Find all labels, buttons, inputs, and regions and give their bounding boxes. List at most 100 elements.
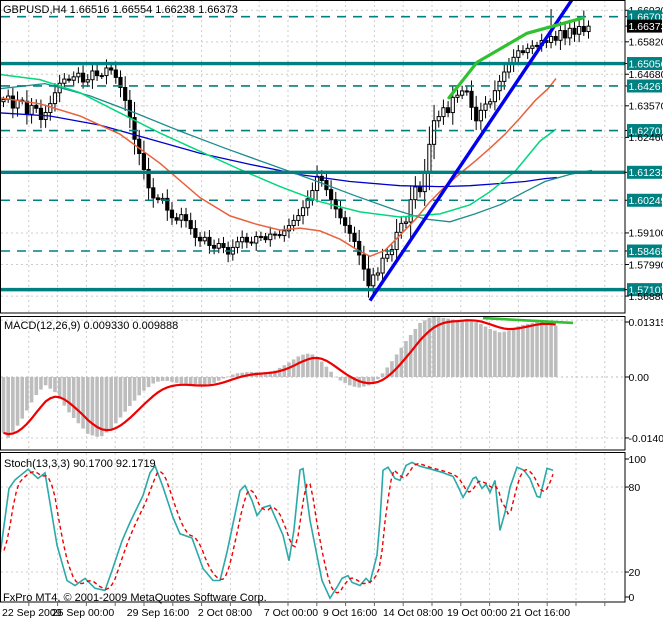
- candle-body: [263, 236, 268, 241]
- time-axis-label[interactable]: 14 Oct 08:00: [383, 607, 443, 619]
- price-axis-label[interactable]: 1.62701: [629, 125, 663, 137]
- price-axis[interactable]: 1.669301.667031.663731.658201.650561.646…: [625, 5, 663, 604]
- candle-body: [338, 208, 343, 219]
- time-axis-label[interactable]: 7 Oct 00:00: [264, 607, 318, 619]
- time-axis-label[interactable]: 19 Oct 00:00: [447, 607, 507, 619]
- candle-body: [483, 103, 488, 111]
- candle-body: [296, 215, 301, 221]
- macd-indicator-label: MACD(12,26,9) 0.009330 0.009888: [4, 320, 178, 332]
- candle-body: [80, 72, 86, 83]
- candle-body: [441, 107, 446, 118]
- candle-body: [474, 106, 479, 122]
- stoch-axis-label[interactable]: 0: [629, 592, 635, 604]
- macd-histogram-bar: [408, 335, 413, 377]
- macd-histogram-bar: [497, 332, 502, 377]
- macd-panel[interactable]: [1, 316, 625, 450]
- candle-body: [29, 104, 34, 115]
- macd-histogram-bar: [71, 377, 76, 418]
- candle-body: [446, 107, 451, 114]
- macd-histogram-bar: [282, 365, 287, 377]
- price-axis-label[interactable]: 1.58465: [629, 246, 663, 258]
- macd-histogram-bar: [20, 377, 25, 419]
- main-price-panel[interactable]: [0, 0, 625, 313]
- candle-body: [34, 104, 39, 109]
- price-axis-label[interactable]: 1.64267: [629, 81, 663, 93]
- macd-histogram-bar: [273, 370, 277, 377]
- candle-body: [197, 236, 203, 242]
- ma-spring-line: [1, 73, 557, 218]
- candle-body: [520, 50, 526, 54]
- macd-histogram-bar: [132, 377, 137, 401]
- candle-body: [548, 35, 554, 43]
- candle-body: [558, 30, 563, 41]
- stoch-axis-label[interactable]: 20: [629, 567, 641, 579]
- macd-histogram-bar: [11, 377, 15, 432]
- candle-body: [165, 197, 170, 211]
- candle-body: [530, 45, 535, 49]
- price-axis-label[interactable]: 1.63570: [629, 101, 663, 113]
- macd-histogram-bar: [539, 321, 544, 377]
- blue-trendline: [368, 0, 574, 302]
- price-axis-label[interactable]: 1.57107: [629, 284, 663, 296]
- price-axis-label[interactable]: 1.65056: [629, 58, 663, 70]
- candle-body: [258, 236, 263, 239]
- price-axis-label[interactable]: 1.60249: [629, 195, 663, 207]
- price-axis-label[interactable]: 1.56880: [629, 291, 663, 303]
- candle-body: [291, 219, 296, 227]
- price-axis-label[interactable]: 1.57990: [629, 259, 663, 271]
- green-trendline: [447, 16, 585, 100]
- time-axis-label[interactable]: 29 Sep 16:00: [127, 607, 190, 619]
- macd-histogram-bar: [160, 377, 165, 381]
- macd-histogram-bar: [544, 323, 549, 377]
- price-axis-label[interactable]: 1.61232: [629, 167, 663, 179]
- macd-histogram-bar: [305, 353, 310, 377]
- macd-histogram-bar: [474, 321, 478, 377]
- time-axis-label[interactable]: 9 Oct 16:00: [323, 607, 377, 619]
- time-axis-label[interactable]: 25 Sep 00:00: [52, 607, 115, 619]
- stochastic-panel[interactable]: [0, 453, 625, 602]
- macd-histogram-bar: [268, 371, 273, 377]
- macd-histogram-bar: [525, 323, 530, 377]
- candle-body: [581, 26, 586, 33]
- candle-body: [141, 153, 147, 170]
- macd-histogram-bar: [128, 377, 132, 407]
- panel-border: [0, 316, 626, 451]
- panel-borders: [0, 0, 626, 603]
- candle-body: [525, 47, 530, 54]
- candle-body: [179, 214, 184, 221]
- macd-histogram-bar: [413, 328, 418, 377]
- macd-histogram-bar: [226, 376, 230, 378]
- price-axis-label[interactable]: 1.59100: [629, 228, 663, 240]
- macd-histogram-bar: [441, 317, 446, 377]
- candle-body: [146, 168, 151, 189]
- macd-histogram-bar: [432, 316, 436, 377]
- price-axis-label[interactable]: 1.62460: [629, 132, 663, 144]
- candle-body: [62, 78, 67, 84]
- price-label-box: [627, 124, 662, 138]
- macd-histogram-bar: [427, 317, 432, 377]
- stoch-axis-label[interactable]: 80: [629, 482, 641, 494]
- macd-histogram-bar: [146, 377, 151, 388]
- stoch-axis-label[interactable]: 100: [629, 454, 647, 466]
- price-axis-label[interactable]: 1.65820: [629, 37, 663, 49]
- macd-histogram-bar: [15, 377, 20, 426]
- candle-body: [76, 72, 81, 78]
- macd-histogram-bar: [446, 318, 450, 377]
- price-axis-label[interactable]: 1.64680: [629, 69, 663, 81]
- price-axis-label[interactable]: 1.66373: [629, 21, 663, 33]
- candle-body: [249, 241, 254, 244]
- time-axis-label[interactable]: 21 Oct 16:00: [510, 607, 570, 619]
- time-axis-label[interactable]: 2 Oct 08:00: [198, 607, 252, 619]
- macd-axis-label[interactable]: 0.01315: [629, 317, 663, 329]
- macd-axis-label[interactable]: -0.01408: [629, 433, 663, 445]
- candle-body: [183, 214, 189, 222]
- time-axis-label[interactable]: 22 Sep 2009: [2, 607, 62, 619]
- candle-body: [394, 231, 399, 251]
- macd-histogram-bar: [521, 324, 525, 377]
- macd-histogram-bar: [366, 377, 371, 386]
- macd-axis-label[interactable]: 0.00: [629, 372, 650, 384]
- candle-body: [38, 107, 44, 120]
- candle-body: [422, 172, 427, 193]
